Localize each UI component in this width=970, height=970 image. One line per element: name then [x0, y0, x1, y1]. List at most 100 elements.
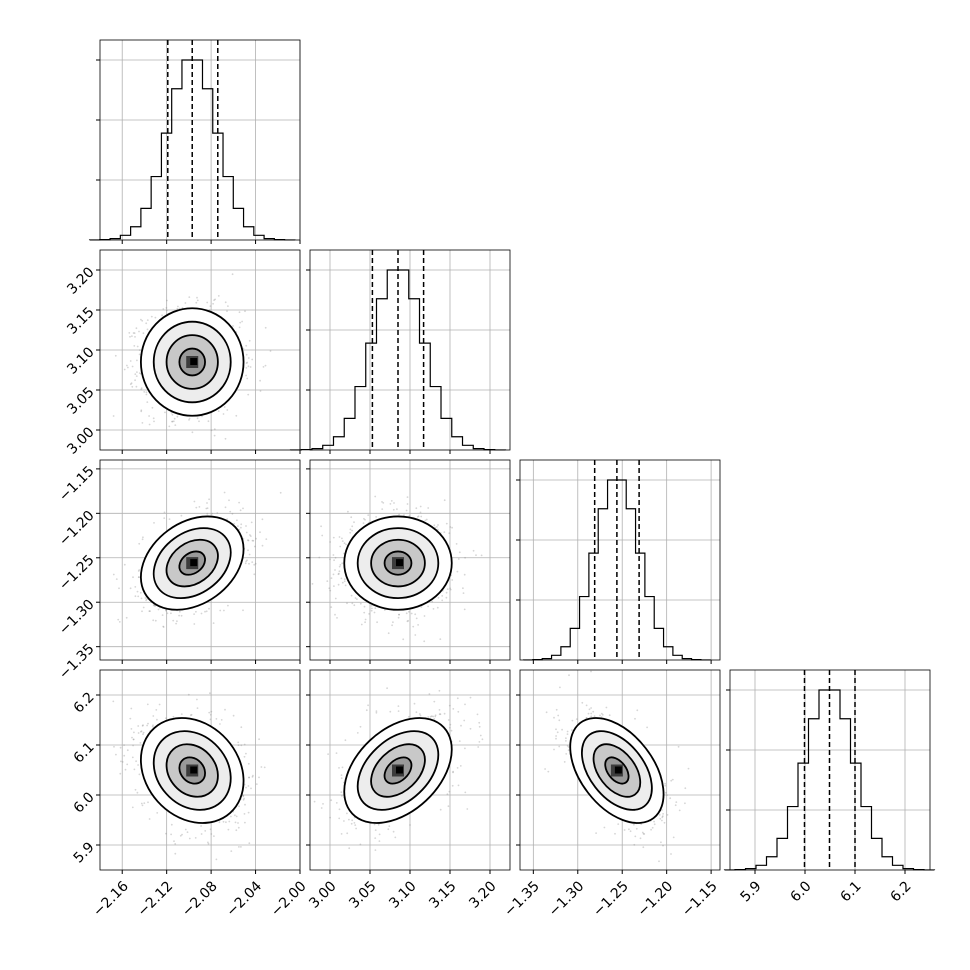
scatter-point: [476, 713, 479, 716]
scatter-point: [419, 714, 422, 717]
scatter-point: [614, 832, 616, 835]
scatter-point: [217, 295, 220, 297]
scatter-point: [119, 772, 122, 775]
scatter-point: [479, 734, 482, 737]
scatter-point: [253, 545, 256, 548]
scatter-point: [188, 837, 191, 840]
scatter-point: [130, 382, 133, 385]
scatter-point: [329, 541, 331, 543]
scatter-point: [452, 771, 454, 774]
scatter-point: [191, 431, 194, 434]
scatter-point: [650, 828, 652, 831]
panel-content: [544, 670, 690, 863]
scatter-point: [154, 316, 157, 319]
scatter-point: [383, 609, 386, 611]
scatter-point: [457, 710, 460, 713]
scatter-point: [478, 741, 481, 743]
scatter-point: [193, 623, 196, 625]
scatter-point: [249, 366, 252, 368]
scatter-point: [123, 368, 126, 371]
scatter-point: [244, 310, 246, 313]
scatter-point: [151, 725, 154, 728]
scatter-point: [398, 613, 400, 616]
scatter-point: [121, 761, 124, 763]
scatter-point: [247, 785, 250, 787]
scatter-point: [392, 621, 394, 624]
scatter-point: [213, 835, 215, 837]
scatter-point: [150, 315, 153, 318]
scatter-point: [451, 526, 453, 529]
scatter-point: [134, 379, 137, 382]
scatter-point: [581, 701, 584, 704]
scatter-point: [445, 522, 448, 525]
panel-frame: [99, 39, 301, 241]
scatter-point: [174, 843, 177, 845]
scatter-point: [248, 339, 251, 342]
scatter-point: [165, 717, 167, 720]
scatter-point: [227, 828, 230, 831]
scatter-point: [132, 332, 135, 334]
scatter-point: [133, 731, 135, 734]
scatter-point: [206, 301, 209, 304]
y-tick-label: −1.15: [56, 463, 98, 505]
scatter-point: [672, 836, 675, 839]
panel-content: [112, 273, 272, 440]
scatter-point: [446, 588, 449, 590]
scatter-point: [115, 753, 117, 756]
scatter-point: [452, 770, 454, 773]
scatter-point: [469, 696, 472, 699]
scatter-point: [364, 621, 366, 624]
scatter-point: [326, 580, 329, 582]
scatter-point: [240, 726, 243, 729]
scatter-point: [146, 598, 148, 600]
scatter-point: [456, 767, 459, 769]
y-tick-label: 6.0: [71, 789, 98, 816]
scatter-point: [244, 803, 246, 806]
scatter-point: [126, 763, 129, 766]
panel-content: [112, 692, 266, 861]
scatter-point: [346, 602, 348, 605]
scatter-point: [138, 349, 141, 351]
scatter-point: [449, 526, 452, 528]
scatter-point: [415, 711, 418, 714]
scatter-point: [338, 808, 341, 811]
scatter-point: [168, 425, 171, 428]
x-tick-label: −1.35: [501, 878, 543, 920]
x-tick-label: 3.15: [426, 878, 459, 911]
panel-frame: [519, 459, 721, 661]
scatter-point: [210, 429, 213, 432]
panel-content: [311, 495, 483, 643]
scatter-point: [161, 314, 164, 317]
panel-content: [313, 687, 484, 851]
scatter-point: [137, 570, 140, 572]
contour-line: [383, 550, 413, 576]
contour-line: [152, 320, 232, 404]
scatter-point: [628, 828, 630, 831]
scatter-point: [388, 825, 391, 827]
scatter-point: [438, 713, 441, 716]
scatter-point: [140, 597, 143, 600]
contour-line: [178, 347, 206, 377]
scatter-point: [608, 714, 611, 717]
scatter-point: [205, 610, 208, 613]
scatter-point: [209, 692, 211, 695]
scatter-point: [451, 784, 454, 787]
scatter-point: [234, 814, 236, 817]
scatter-point: [223, 491, 226, 494]
scatter-point: [566, 730, 569, 733]
scatter-point: [142, 606, 145, 609]
scatter-point: [254, 562, 257, 565]
scatter-point: [367, 704, 369, 707]
scatter-point: [428, 693, 431, 695]
density-peak: [190, 559, 198, 567]
scatter-point: [143, 802, 146, 804]
x-tick-label: −2.16: [90, 878, 132, 920]
scatter-point: [449, 587, 451, 590]
scatter-point: [378, 840, 381, 842]
scatter-point: [350, 516, 353, 519]
scatter-point: [237, 826, 240, 829]
scatter-point: [123, 563, 126, 566]
scatter-point: [477, 746, 480, 748]
scatter-point: [166, 299, 168, 302]
scatter-point: [138, 353, 141, 356]
